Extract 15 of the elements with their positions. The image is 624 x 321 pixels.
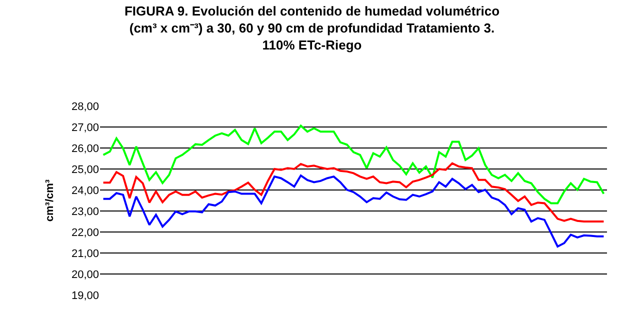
y-axis-title: cm³/cm³ xyxy=(44,179,56,222)
y-tick-label: 24,00 xyxy=(71,184,99,197)
y-tick-label: 20,00 xyxy=(71,268,99,281)
chart-title: FIGURA 9. Evolución del contenido de humedad volumétrico (cm³ x cm⁻³) a 30, 60 y 90 cm de profundidad Tratamiento 3. 110% ETc-Riego xyxy=(124,4,500,52)
y-tick-label: 26,00 xyxy=(71,142,99,155)
y-tick-label: 23,00 xyxy=(71,206,99,218)
y-tick-label: 27,00 xyxy=(71,122,99,134)
y-tick-label: 21,00 xyxy=(71,248,99,260)
y-tick-label: 22,00 xyxy=(71,226,99,239)
y-tick-label: 25,00 xyxy=(71,164,99,176)
line-series xyxy=(102,162,605,222)
y-tick-label: 19,00 xyxy=(71,290,99,302)
y-tick-label: 28,00 xyxy=(71,100,99,113)
line-series xyxy=(102,174,605,248)
line-series xyxy=(102,124,605,204)
